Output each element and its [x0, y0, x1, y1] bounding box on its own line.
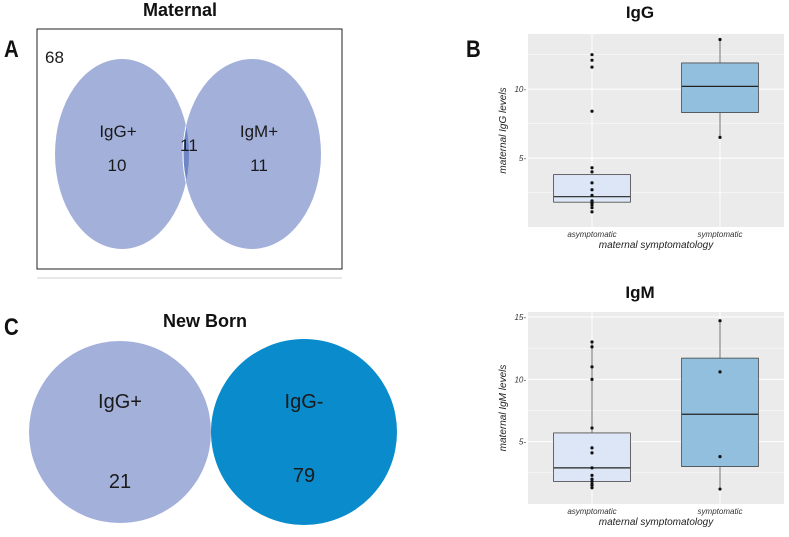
panel-letter-a: A [4, 36, 19, 63]
igg-point [590, 210, 594, 214]
igg-point [590, 188, 594, 192]
igg-box-symptomatic [681, 62, 759, 113]
igm-x-axis-label: maternal symptomatology [599, 517, 714, 528]
igg-point [590, 65, 594, 69]
igm-box-asymptomatic [553, 432, 631, 482]
igm-point [590, 426, 594, 430]
igm-point [590, 473, 594, 477]
venn-circle-igg [55, 59, 189, 249]
igm-xtick-label: asymptomatic [567, 507, 616, 516]
igg-xtick-label: asymptomatic [567, 230, 616, 239]
igg-xtick-label: symptomatic [698, 230, 743, 239]
venn-outside-count: 68 [45, 48, 64, 67]
igm-point [590, 446, 594, 450]
igg-point [590, 109, 594, 113]
igg-point [590, 53, 594, 57]
newborn-circle-positive [29, 341, 211, 523]
igm-point [590, 340, 594, 344]
igm-xtick-label: symptomatic [698, 507, 743, 516]
igm-chart-title: IgM [625, 283, 655, 302]
venn-igm-label: IgM+ [240, 122, 278, 141]
panel-letter-c: C [4, 314, 19, 341]
venn-circle-igm [183, 59, 321, 249]
newborn-circle-negative [211, 339, 397, 525]
igm-point [590, 477, 594, 481]
igg-point [590, 199, 594, 203]
igg-point [590, 193, 594, 197]
igg-y-axis-label: maternal IgG levels [498, 87, 509, 173]
igg-box-plot: 5- 10- asymptomatic symptomatic maternal I… [498, 34, 784, 251]
igg-chart-title: IgG [625, 3, 655, 22]
igm-point [590, 345, 594, 349]
newborn-title: New Born [162, 311, 247, 331]
igm-point [718, 319, 722, 323]
newborn-negative-count: 79 [293, 465, 315, 487]
igm-point [590, 466, 594, 470]
igm-point [590, 377, 594, 381]
igg-point [590, 170, 594, 174]
igm-y-axis-label: maternal IgM levels [498, 365, 509, 452]
venn-overlap-edge [182, 59, 189, 249]
newborn-negative-label: IgG- [285, 391, 324, 413]
igm-ytick-label: 15- [514, 313, 526, 322]
igg-point [590, 166, 594, 170]
newborn-diagram: IgG+ 21 IgG- 79 [29, 339, 397, 525]
igm-box-plot: 5- 10- 15- asymptomatic symptomatic materna… [498, 312, 784, 528]
venn-igg-count: 10 [108, 156, 127, 175]
igg-point [590, 206, 594, 210]
igm-point [718, 370, 722, 374]
newborn-positive-label: IgG+ [98, 391, 142, 413]
igg-ytick-label: 5- [519, 154, 526, 163]
igg-point [590, 58, 594, 62]
igg-point [590, 181, 594, 185]
igm-point [590, 479, 594, 484]
maternal-title: Maternal [142, 0, 218, 20]
igm-point [590, 482, 594, 486]
igg-point [718, 37, 722, 42]
igm-point [590, 365, 594, 369]
igm-ytick-label: 10- [514, 375, 526, 384]
igg-ytick-label: 10- [514, 85, 526, 94]
panel-letter-b: B [466, 36, 481, 63]
igg-point [718, 135, 722, 139]
igm-point [718, 487, 722, 491]
venn-overlap-count: 11 [180, 136, 198, 155]
venn-igg-label: IgG+ [99, 122, 136, 141]
igm-point [590, 451, 594, 455]
igg-x-axis-label: maternal symptomatology [599, 240, 714, 251]
igm-point [590, 486, 594, 490]
newborn-positive-count: 21 [109, 471, 131, 493]
igm-point [718, 455, 722, 459]
venn-igm-count: 11 [250, 156, 268, 175]
igm-ytick-label: 5- [519, 438, 526, 447]
maternal-venn: 68 IgG+ 10 11 IgM+ 11 [36, 28, 343, 279]
igm-box-symptomatic [681, 357, 759, 467]
